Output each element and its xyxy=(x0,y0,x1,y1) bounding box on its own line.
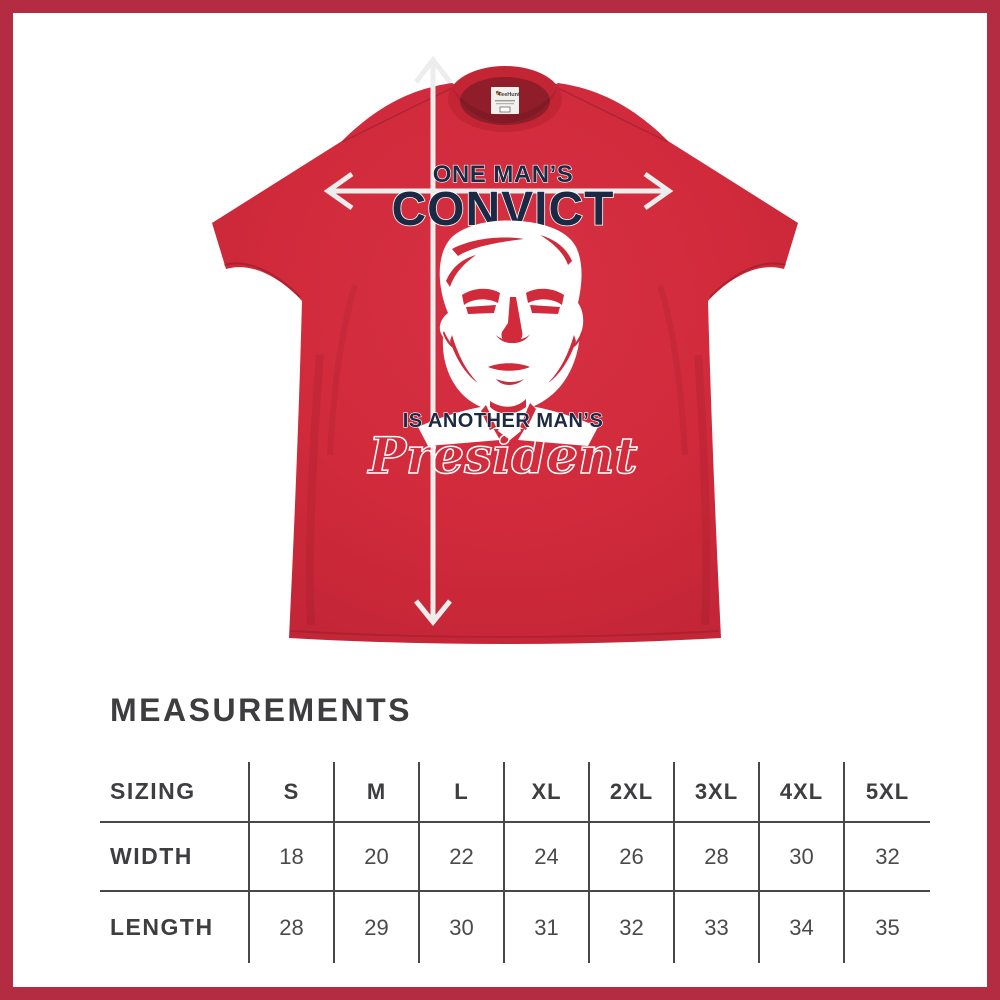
table-header-2xl: 2XL xyxy=(590,762,675,823)
table-header-3xl: 3XL xyxy=(675,762,760,823)
table-header-4xl: 4XL xyxy=(760,762,845,823)
table-row-length-label: LENGTH xyxy=(100,892,250,963)
table-header-m: M xyxy=(335,762,420,823)
length-s: 28 xyxy=(250,892,335,963)
width-5xl: 32 xyxy=(845,823,930,892)
width-s: 18 xyxy=(250,823,335,892)
width-l: 22 xyxy=(420,823,505,892)
table-row-width-label: WIDTH xyxy=(100,823,250,892)
design-text-president: President xyxy=(366,426,637,485)
trump-stencil-portrait xyxy=(418,220,598,446)
table-header-5xl: 5XL xyxy=(845,762,930,823)
measurements-heading: MEASUREMENTS xyxy=(110,692,413,728)
width-m: 20 xyxy=(335,823,420,892)
length-m: 29 xyxy=(335,892,420,963)
measurement-arrows xyxy=(323,55,674,626)
tshirt-collar: TeeHunt xyxy=(448,66,562,132)
neck-label-brand: TeeHunt xyxy=(498,92,520,98)
length-3xl: 33 xyxy=(675,892,760,963)
width-3xl: 28 xyxy=(675,823,760,892)
tshirt-product-image: TeeHunt ONE MAN’S CONVICT xyxy=(190,35,830,655)
width-xl: 24 xyxy=(505,823,590,892)
width-2xl: 26 xyxy=(590,823,675,892)
length-l: 30 xyxy=(420,892,505,963)
length-xl: 31 xyxy=(505,892,590,963)
length-arrow xyxy=(414,55,452,626)
table-header-xl: XL xyxy=(505,762,590,823)
length-2xl: 32 xyxy=(590,892,675,963)
table-header-l: L xyxy=(420,762,505,823)
table-header-s: S xyxy=(250,762,335,823)
length-4xl: 34 xyxy=(760,892,845,963)
neck-label: TeeHunt xyxy=(491,87,520,114)
shirt-print-design: ONE MAN’S CONVICT xyxy=(366,160,639,485)
design-text-another-mans: IS ANOTHER MAN’S xyxy=(403,410,604,432)
table-header-sizing: SIZING xyxy=(100,762,250,823)
design-text-one-mans: ONE MAN’S xyxy=(433,161,574,188)
width-arrow xyxy=(323,171,674,211)
length-5xl: 35 xyxy=(875,914,900,940)
width-4xl: 30 xyxy=(760,823,845,892)
sizing-table: SIZING S M L XL 2XL 3XL 4XL 5XL WIDTH 18… xyxy=(100,762,930,963)
